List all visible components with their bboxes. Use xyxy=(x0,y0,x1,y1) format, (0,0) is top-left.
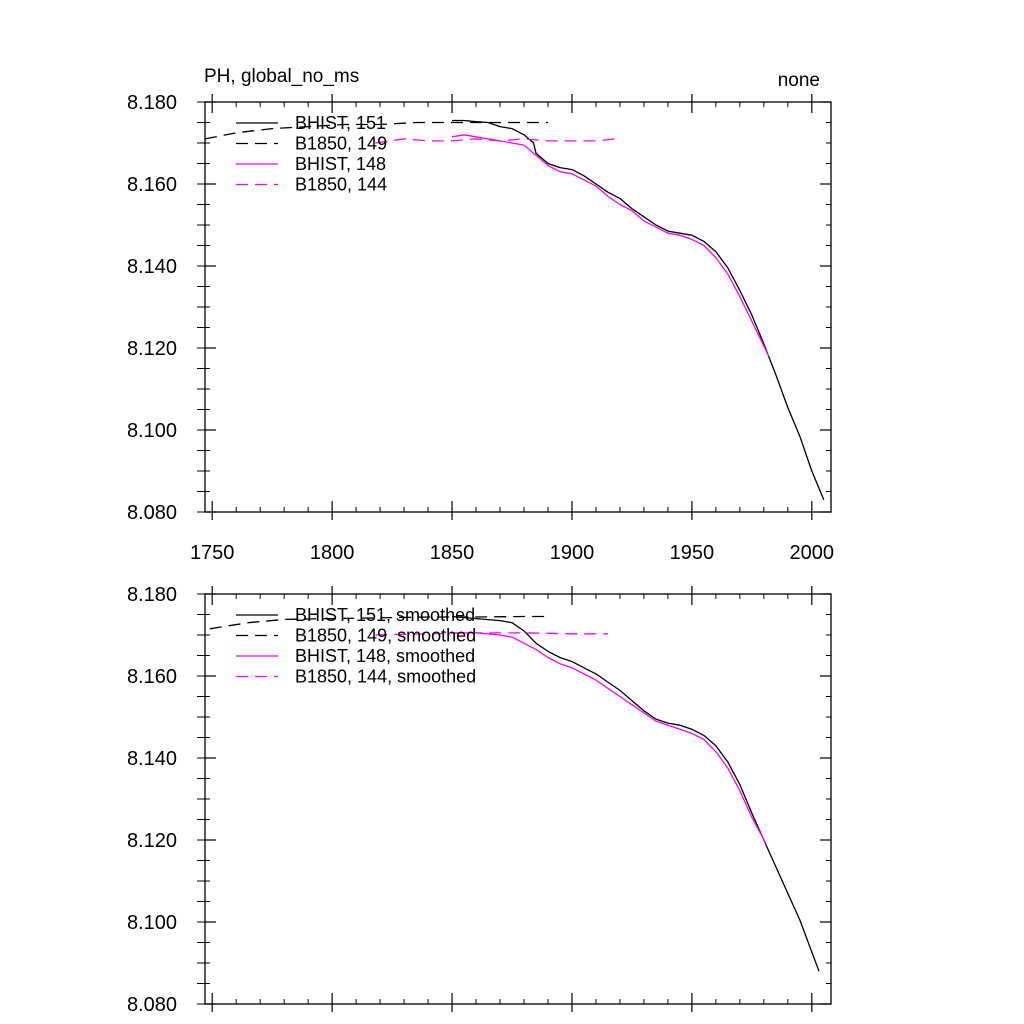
x-axis xyxy=(211,586,813,1012)
series-line-1 xyxy=(452,119,825,500)
series-layer xyxy=(209,615,820,972)
y-tick-label: 8.100 xyxy=(127,912,177,934)
y-tick-label: 8.160 xyxy=(127,666,177,688)
series-line-3 xyxy=(451,134,770,357)
y-axis: 8.180 8.160 8.140 8.120 8.100 8.080 xyxy=(127,92,831,524)
legend-label: B1850, 144, smoothed xyxy=(295,667,476,687)
x-tick-label: 1900 xyxy=(550,542,595,564)
x-tick-label: 1750 xyxy=(190,542,235,564)
y-axis: 8.180 8.160 8.140 8.120 8.100 8.080 xyxy=(127,584,831,1016)
y-tick-label: 8.080 xyxy=(127,502,177,524)
top-panel: PH, global_no_ms none 8.1808.1608.1408.1… xyxy=(127,66,834,564)
x-axis: 1750 1800 1850 1900 1950 2000 xyxy=(190,94,834,564)
y-tick-label: 8.140 xyxy=(127,748,177,770)
y-tick-label: 8.080 xyxy=(127,994,177,1016)
series-line-4 xyxy=(375,138,616,144)
y-tick-label: 8.120 xyxy=(127,338,177,360)
legend-label: BHIST, 148 xyxy=(295,154,386,174)
bottom-panel: 8.180 8.160 8.140 8.120 8.100 8.080 BHIST, 15… xyxy=(127,584,832,1016)
legend-label: BHIST, 151 xyxy=(295,113,386,133)
y-tick-label: 8.180 xyxy=(127,584,177,606)
y-tick-label: 8.140 xyxy=(127,256,177,278)
y-tick-label: 8.120 xyxy=(127,830,177,852)
legend-label: B1850, 149 xyxy=(295,134,387,154)
series-line-1 xyxy=(451,615,820,972)
series-line-4 xyxy=(375,632,608,636)
legend-label: BHIST, 151, smoothed xyxy=(295,605,475,625)
x-tick-label: 1950 xyxy=(670,542,715,564)
y-tick-label: 8.100 xyxy=(127,420,177,442)
chart-title-right: none xyxy=(778,70,820,91)
x-tick-label: 2000 xyxy=(790,542,835,564)
legend-label: BHIST, 148, smoothed xyxy=(295,646,475,666)
y-tick-label: 8.180 xyxy=(127,92,177,114)
legend-label: B1850, 144 xyxy=(295,175,387,195)
y-tick-label: 8.160 xyxy=(127,174,177,196)
chart-title: PH, global_no_ms xyxy=(204,66,359,87)
series-line-2 xyxy=(204,121,548,140)
x-tick-label: 1850 xyxy=(430,542,475,564)
series-layer xyxy=(204,119,825,500)
x-tick-label: 1800 xyxy=(310,542,355,564)
series-line-3 xyxy=(452,632,767,845)
legend-label: B1850, 149, smoothed xyxy=(295,626,476,646)
